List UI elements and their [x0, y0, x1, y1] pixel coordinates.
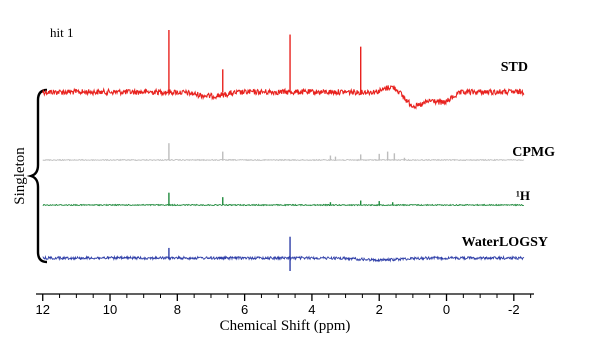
spectrum-trace-1	[42, 85, 525, 110]
x-tick-label: -2	[508, 302, 520, 317]
series-label-1: STD	[501, 60, 528, 75]
chart-title: hit 1	[50, 25, 73, 40]
x-axis-tick-labels: 12 10 8 6 4 2 0 -2	[35, 302, 519, 317]
spectrum-trace-2	[42, 158, 525, 162]
spectra-traces	[42, 30, 525, 271]
x-axis: 12 10 8 6 4 2 0 -2	[35, 293, 534, 317]
x-tick-label: 12	[35, 302, 49, 317]
x-tick-label: 8	[174, 302, 181, 317]
series-label-4: WaterLOGSY	[462, 235, 548, 250]
x-tick-label: 0	[443, 302, 450, 317]
spectrum-trace-3	[42, 203, 524, 207]
x-tick-label: 6	[241, 302, 248, 317]
x-axis-ticks	[42, 294, 532, 301]
series-label-2: CPMG	[512, 145, 555, 160]
x-tick-label: 4	[308, 302, 315, 317]
series-label-3: ¹H	[516, 188, 530, 203]
singleton-brace	[26, 88, 48, 264]
spectrum-trace-4	[42, 254, 525, 263]
singleton-label: Singleton	[12, 147, 28, 205]
x-tick-label: 2	[376, 302, 383, 317]
series-labels: STD CPMG ¹H WaterLOGSY	[462, 60, 555, 250]
x-tick-label: 10	[103, 302, 117, 317]
x-axis-label: Chemical Shift (ppm)	[220, 318, 351, 334]
